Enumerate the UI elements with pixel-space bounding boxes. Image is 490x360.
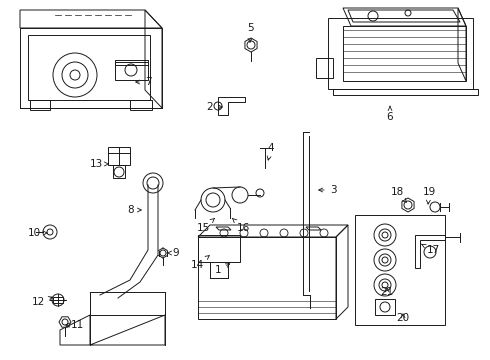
Text: 1: 1 <box>215 264 230 275</box>
Text: 9: 9 <box>167 248 179 258</box>
Text: 12: 12 <box>31 297 52 307</box>
Text: 6: 6 <box>387 106 393 122</box>
Text: 16: 16 <box>232 218 249 233</box>
Text: 21: 21 <box>380 287 393 297</box>
Text: 5: 5 <box>246 23 253 42</box>
Text: 3: 3 <box>318 185 336 195</box>
Text: 8: 8 <box>128 205 141 215</box>
Text: 20: 20 <box>396 313 410 323</box>
Text: 14: 14 <box>191 256 209 270</box>
Text: 4: 4 <box>267 143 274 160</box>
Text: 19: 19 <box>422 187 436 204</box>
Text: 11: 11 <box>66 320 84 330</box>
Text: 2: 2 <box>207 102 222 112</box>
Text: 18: 18 <box>391 187 406 202</box>
Text: 15: 15 <box>196 219 215 233</box>
Text: 13: 13 <box>89 159 108 169</box>
Text: 7: 7 <box>136 77 151 87</box>
Text: 17: 17 <box>421 244 440 255</box>
Text: 10: 10 <box>27 228 47 238</box>
